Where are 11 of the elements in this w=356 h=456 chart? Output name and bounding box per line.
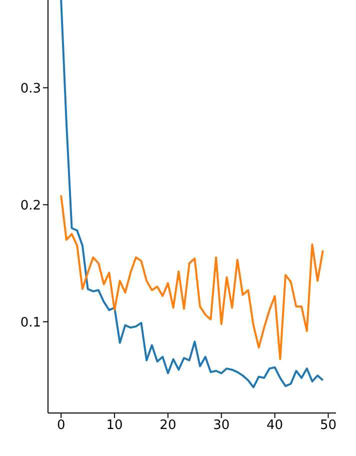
x-tick-label: 0 bbox=[56, 418, 66, 434]
x-tick-label: 40 bbox=[266, 418, 284, 434]
y-tick-label: 0.2 bbox=[20, 198, 41, 214]
x-tick-label: 30 bbox=[213, 418, 230, 434]
y-tick-label: 0.1 bbox=[20, 315, 41, 330]
line-series bbox=[60, 194, 324, 360]
line-series bbox=[60, 0, 324, 388]
y-tick-label: 0.3 bbox=[20, 81, 41, 96]
x-tick-label: 10 bbox=[106, 418, 123, 434]
x-tick-label: 20 bbox=[160, 418, 176, 434]
x-tick-label: 50 bbox=[320, 418, 337, 434]
